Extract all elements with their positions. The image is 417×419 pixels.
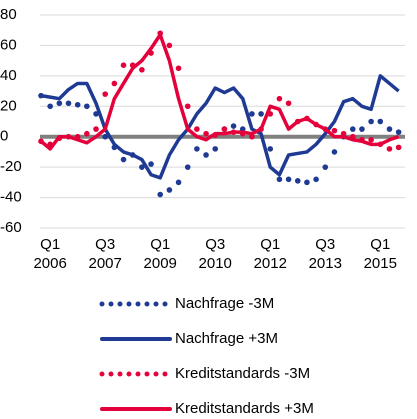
data-dot xyxy=(267,146,274,152)
y-tick-label: -20 xyxy=(0,158,22,175)
data-dot xyxy=(194,146,200,152)
data-dot xyxy=(84,130,90,137)
data-dot xyxy=(395,144,402,151)
data-dot xyxy=(368,118,374,125)
data-dot xyxy=(65,100,72,107)
data-dot xyxy=(102,133,108,140)
x-tick-label: Q1 2015 xyxy=(364,236,397,272)
data-dot xyxy=(276,95,283,102)
data-dot xyxy=(230,123,237,129)
data-dot xyxy=(175,65,182,72)
x-tick-label: Q3 2013 xyxy=(309,236,342,272)
x-tick-label-line: 2009 xyxy=(144,255,177,272)
data-dot xyxy=(276,176,283,183)
data-dot xyxy=(349,126,356,132)
data-dot xyxy=(203,130,209,137)
x-tick-label-line: Q1 xyxy=(150,236,170,253)
y-tick-label: -40 xyxy=(0,189,22,206)
data-dot xyxy=(184,164,191,170)
x-tick-label-line: Q1 xyxy=(260,236,280,253)
data-dot xyxy=(377,118,384,125)
y-tick-label: 60 xyxy=(0,36,17,53)
x-tick-label-line: Q3 xyxy=(95,236,115,253)
y-tick-label: 0 xyxy=(0,128,8,145)
x-tick-label-line: Q3 xyxy=(205,236,225,253)
x-tick-label-line: Q1 xyxy=(40,236,60,253)
data-dot xyxy=(102,91,108,97)
legend-label: Kreditstandards +3M xyxy=(175,400,314,417)
x-tick-label-line: 2013 xyxy=(309,255,342,272)
data-dot xyxy=(386,126,393,132)
data-dot xyxy=(120,156,127,163)
y-tick-label: 20 xyxy=(0,97,17,114)
data-dot xyxy=(258,111,264,117)
data-dot xyxy=(166,42,173,49)
x-tick-label-line: Q1 xyxy=(370,236,390,253)
x-tick-label-line: 2006 xyxy=(33,255,66,272)
data-dot xyxy=(139,164,145,170)
data-dot xyxy=(111,80,118,87)
data-dot xyxy=(175,179,182,186)
x-tick-label-line: 2012 xyxy=(254,255,287,272)
x-tick-label: Q1 2012 xyxy=(254,236,287,272)
x-tick-label: Q1 2009 xyxy=(144,236,177,272)
data-dot xyxy=(359,126,365,132)
legend-label: Nachfrage -3M xyxy=(175,295,274,312)
y-tick-label: 80 xyxy=(0,6,17,23)
x-tick-label-line: 2007 xyxy=(89,255,122,272)
x-tick-label: Q3 2007 xyxy=(89,236,122,272)
legend-label: Nachfrage +3M xyxy=(175,330,278,347)
data-dot xyxy=(84,103,90,110)
data-dot xyxy=(74,101,81,108)
data-dot xyxy=(331,149,338,155)
x-tick-label-line: 2010 xyxy=(199,255,232,272)
data-dot xyxy=(203,152,209,158)
data-dot xyxy=(285,176,292,183)
data-dot xyxy=(139,66,145,73)
data-dot xyxy=(304,179,310,186)
data-dot xyxy=(294,178,301,184)
data-dot xyxy=(322,164,329,170)
data-dot xyxy=(93,111,99,117)
data-dot xyxy=(120,62,127,69)
data-dot xyxy=(221,126,228,132)
data-dot xyxy=(386,146,393,152)
x-tick-label: Q3 2010 xyxy=(199,236,232,272)
data-dot xyxy=(194,126,200,132)
data-dot xyxy=(249,133,255,140)
data-dot xyxy=(93,126,99,132)
y-tick-label: 40 xyxy=(0,67,17,84)
data-dot xyxy=(395,129,402,135)
data-dot xyxy=(157,191,164,198)
x-tick-label-line: Q3 xyxy=(315,236,335,253)
data-dot xyxy=(166,187,173,193)
x-tick-label: Q1 2006 xyxy=(33,236,66,272)
x-tick-label-line: 2015 xyxy=(364,255,397,272)
data-dot xyxy=(313,176,319,183)
data-dot xyxy=(285,100,292,107)
data-dot xyxy=(368,136,374,143)
data-dot xyxy=(148,161,154,167)
data-dot xyxy=(184,103,191,110)
data-dot xyxy=(56,100,63,107)
data-line xyxy=(39,33,400,151)
legend-label: Kreditstandards -3M xyxy=(175,365,310,382)
y-tick-label: -60 xyxy=(0,219,22,236)
data-line xyxy=(40,74,400,180)
data-dot xyxy=(47,103,53,110)
data-dot xyxy=(212,146,219,152)
data-dot xyxy=(331,127,338,134)
data-dot xyxy=(249,111,255,117)
